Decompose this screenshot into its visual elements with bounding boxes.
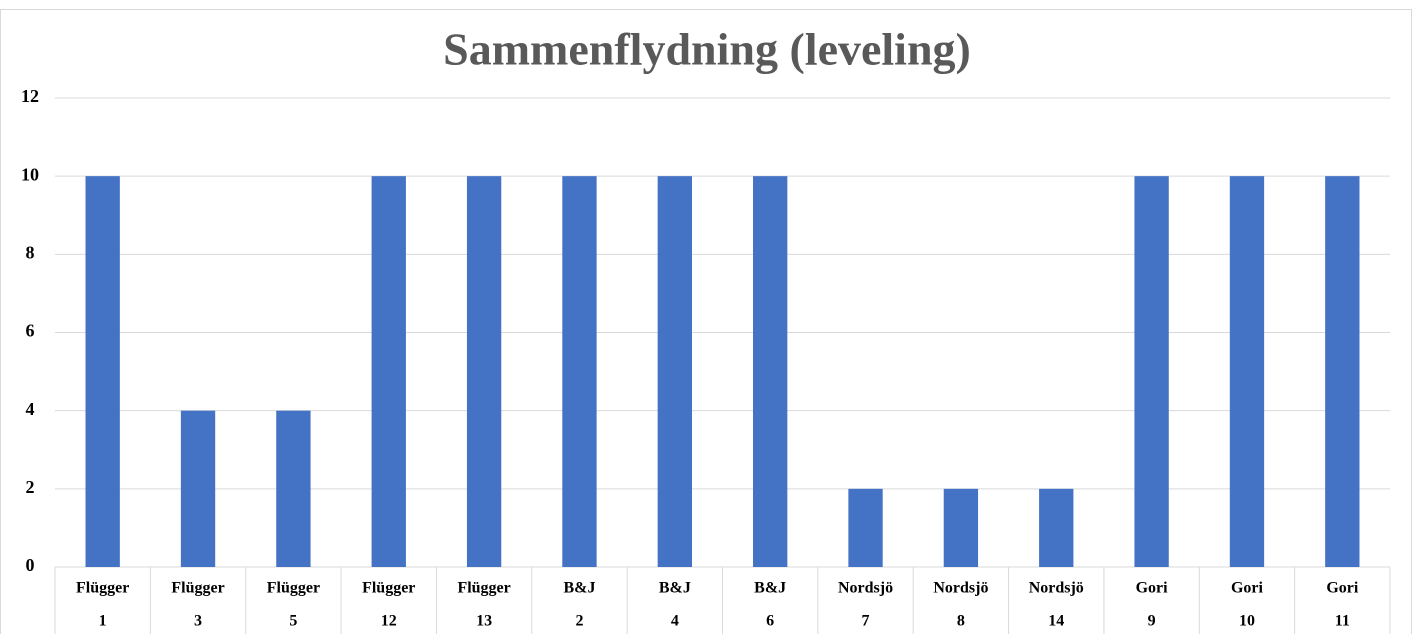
bar <box>1039 488 1074 567</box>
chart-title: Sammenflydning (leveling) <box>443 24 971 75</box>
x-tick-label: 13 <box>476 613 492 630</box>
y-tick-label: 6 <box>26 321 35 341</box>
x-tick-label: Gori <box>1136 580 1169 597</box>
x-tick-label: Flügger <box>457 580 510 597</box>
x-tick-label: Flügger <box>171 580 224 597</box>
x-tick-label: B&J <box>563 580 595 597</box>
x-tick-label: 11 <box>1335 613 1350 630</box>
bar <box>466 176 502 567</box>
x-tick-label: Nordsjö <box>1029 580 1084 597</box>
x-tick-label: Gori <box>1326 580 1359 597</box>
x-tick-label: Gori <box>1231 580 1264 597</box>
bar <box>371 176 406 567</box>
y-tick-label: 4 <box>26 399 35 419</box>
x-tick-label: 7 <box>862 613 870 630</box>
x-tick-label: B&J <box>754 580 786 597</box>
bar <box>1229 176 1265 567</box>
x-tick-label: 6 <box>766 613 774 630</box>
y-tick-label: 2 <box>26 477 35 497</box>
y-tick-label: 12 <box>21 86 39 106</box>
bar <box>848 488 883 567</box>
x-tick-label: 4 <box>671 613 679 630</box>
x-tick-label: 14 <box>1048 613 1064 630</box>
bar <box>1325 176 1360 567</box>
bar <box>657 176 692 567</box>
bar <box>943 488 979 567</box>
x-tick-label: 8 <box>957 613 965 630</box>
bar <box>85 176 120 567</box>
y-tick-label: 8 <box>26 242 35 262</box>
bar <box>1134 176 1169 567</box>
x-tick-label: 10 <box>1239 613 1255 630</box>
x-tick-label: Flügger <box>76 580 129 597</box>
x-tick-label: 2 <box>575 613 583 630</box>
bar <box>180 410 216 567</box>
x-tick-label: 12 <box>381 613 397 630</box>
chart-frame <box>0 9 1412 634</box>
x-tick-label: Flügger <box>362 580 415 597</box>
x-tick-label: Flügger <box>267 580 320 597</box>
bar <box>276 410 311 567</box>
x-tick-label: Nordsjö <box>838 580 893 597</box>
x-tick-label: Nordsjö <box>933 580 988 597</box>
x-tick-label: 1 <box>99 613 107 630</box>
x-tick-label: 9 <box>1148 613 1156 630</box>
bar <box>753 176 788 567</box>
x-tick-label: 3 <box>194 613 202 630</box>
y-tick-label: 10 <box>21 164 39 184</box>
y-tick-label: 0 <box>26 555 35 575</box>
x-tick-label: B&J <box>659 580 691 597</box>
x-tick-label: 5 <box>289 613 297 630</box>
bar <box>562 176 597 567</box>
